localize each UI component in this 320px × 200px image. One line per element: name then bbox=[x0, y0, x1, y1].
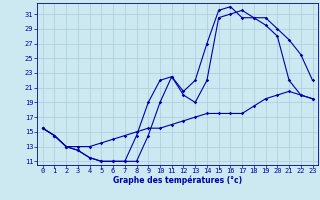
X-axis label: Graphe des températures (°c): Graphe des températures (°c) bbox=[113, 176, 242, 185]
